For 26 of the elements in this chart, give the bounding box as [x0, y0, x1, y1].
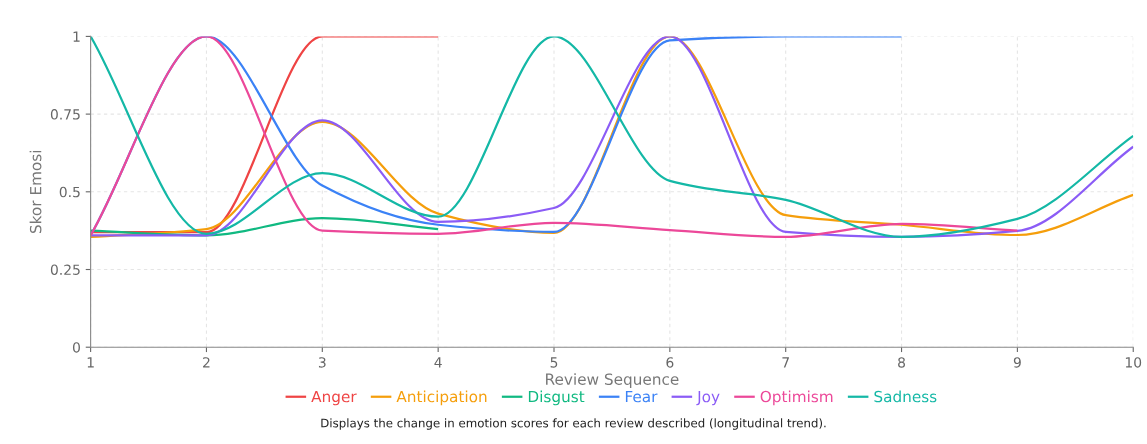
line-series [90, 217, 440, 237]
legend-label: Anticipation [396, 390, 487, 406]
legend-label: Joy [696, 390, 720, 406]
x-tick-label: 9 [1013, 357, 1021, 368]
x-tick-label: 2 [203, 357, 210, 368]
legend-label: Anger [311, 390, 357, 406]
x-tick-label: 5 [550, 357, 558, 368]
legend-label: Disgust [528, 390, 585, 406]
legend-label: Optimism [760, 390, 833, 406]
y-axis-title: Skor Emosi [29, 150, 42, 234]
x-tick-label: 8 [898, 357, 906, 368]
x-tick-label: 1 [87, 357, 94, 368]
x-tick-label: 10 [1125, 357, 1142, 368]
x-tick-label: 7 [782, 357, 789, 368]
legend-label: Fear [625, 390, 658, 403]
y-tick-label: 0.25 [50, 264, 80, 275]
x-tick-label: 3 [318, 357, 326, 368]
y-tick-label: 0 [72, 342, 80, 353]
x-axis-title: Review Sequence [546, 373, 679, 388]
x-tick-label: 6 [666, 357, 674, 368]
y-tick-label: 0.75 [50, 109, 80, 120]
legend-label: Sadness [874, 390, 937, 403]
x-tick-label: 4 [434, 357, 442, 368]
text: Displays the change in emotion scores for each review described (longitudinal trend). [321, 418, 826, 430]
y-tick-label: 1 [73, 31, 80, 42]
y-tick-label: 0.5 [59, 186, 80, 198]
